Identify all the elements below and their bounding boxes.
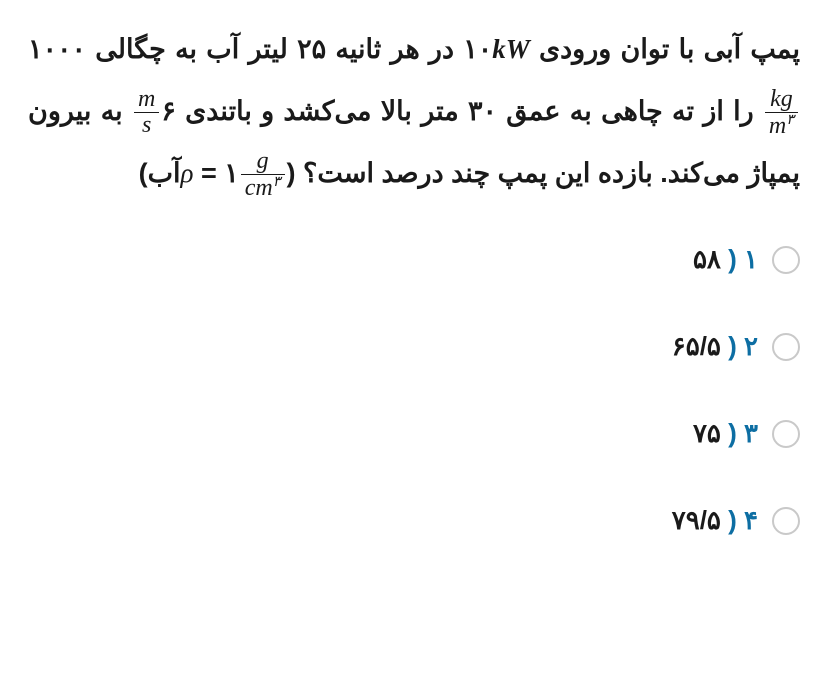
options-list: ۱ ( ۵۸ ۲ ( ۶۵/۵ ۳ ( ۷۵ ۴ ( ۷۹/۵ <box>28 240 800 536</box>
rho-symbol: ρ <box>181 158 194 188</box>
q-part: بالا می‌کشد و باتندی ۶ <box>161 96 412 126</box>
radio-icon[interactable] <box>772 420 800 448</box>
option-text: ۵۸ <box>693 244 721 274</box>
fraction-density: kgm۳ <box>765 87 798 139</box>
radio-icon[interactable] <box>772 333 800 361</box>
q-part: آب) <box>139 158 181 188</box>
q-part: را از ته چاهی به عمق ۳۰ متر <box>421 96 763 126</box>
option-number: ۲ ( <box>728 331 758 361</box>
q-power: ۱۰kW <box>463 34 530 64</box>
option-4[interactable]: ۴ ( ۷۹/۵ <box>28 505 800 536</box>
frac-num: g <box>241 149 285 175</box>
option-text: ۷۵ <box>693 418 721 448</box>
option-1[interactable]: ۱ ( ۵۸ <box>28 244 800 275</box>
q-part: پمپ آبی با توان ورودی <box>530 34 800 64</box>
option-number: ۴ ( <box>728 505 758 535</box>
option-number: ۳ ( <box>728 418 758 448</box>
frac-num: kg <box>765 87 798 113</box>
option-text: ۶۵/۵ <box>672 331 721 361</box>
frac-den: s <box>134 113 159 138</box>
radio-icon[interactable] <box>772 507 800 535</box>
fraction-velocity: ms <box>134 87 159 138</box>
q-part: این پمپ چند درصد است؟ ( <box>287 158 591 188</box>
option-2[interactable]: ۲ ( ۶۵/۵ <box>28 331 800 362</box>
frac-den: m۳ <box>765 113 798 139</box>
radio-icon[interactable] <box>772 246 800 274</box>
q-part: آب به چگالی ۱۰۰۰ <box>28 34 239 64</box>
option-text: ۷۹/۵ <box>672 505 721 535</box>
frac-num: m <box>134 87 159 113</box>
option-3[interactable]: ۳ ( ۷۵ <box>28 418 800 449</box>
q-part: در هر ثانیه ۲۵ لیتر <box>248 34 463 64</box>
question-text: پمپ آبی با توان ورودی ۱۰kW در هر ثانیه ۲… <box>28 18 800 204</box>
option-number: ۱ ( <box>728 244 758 274</box>
fraction-rho: gcm۳ <box>241 149 285 201</box>
frac-den: cm۳ <box>241 175 285 201</box>
